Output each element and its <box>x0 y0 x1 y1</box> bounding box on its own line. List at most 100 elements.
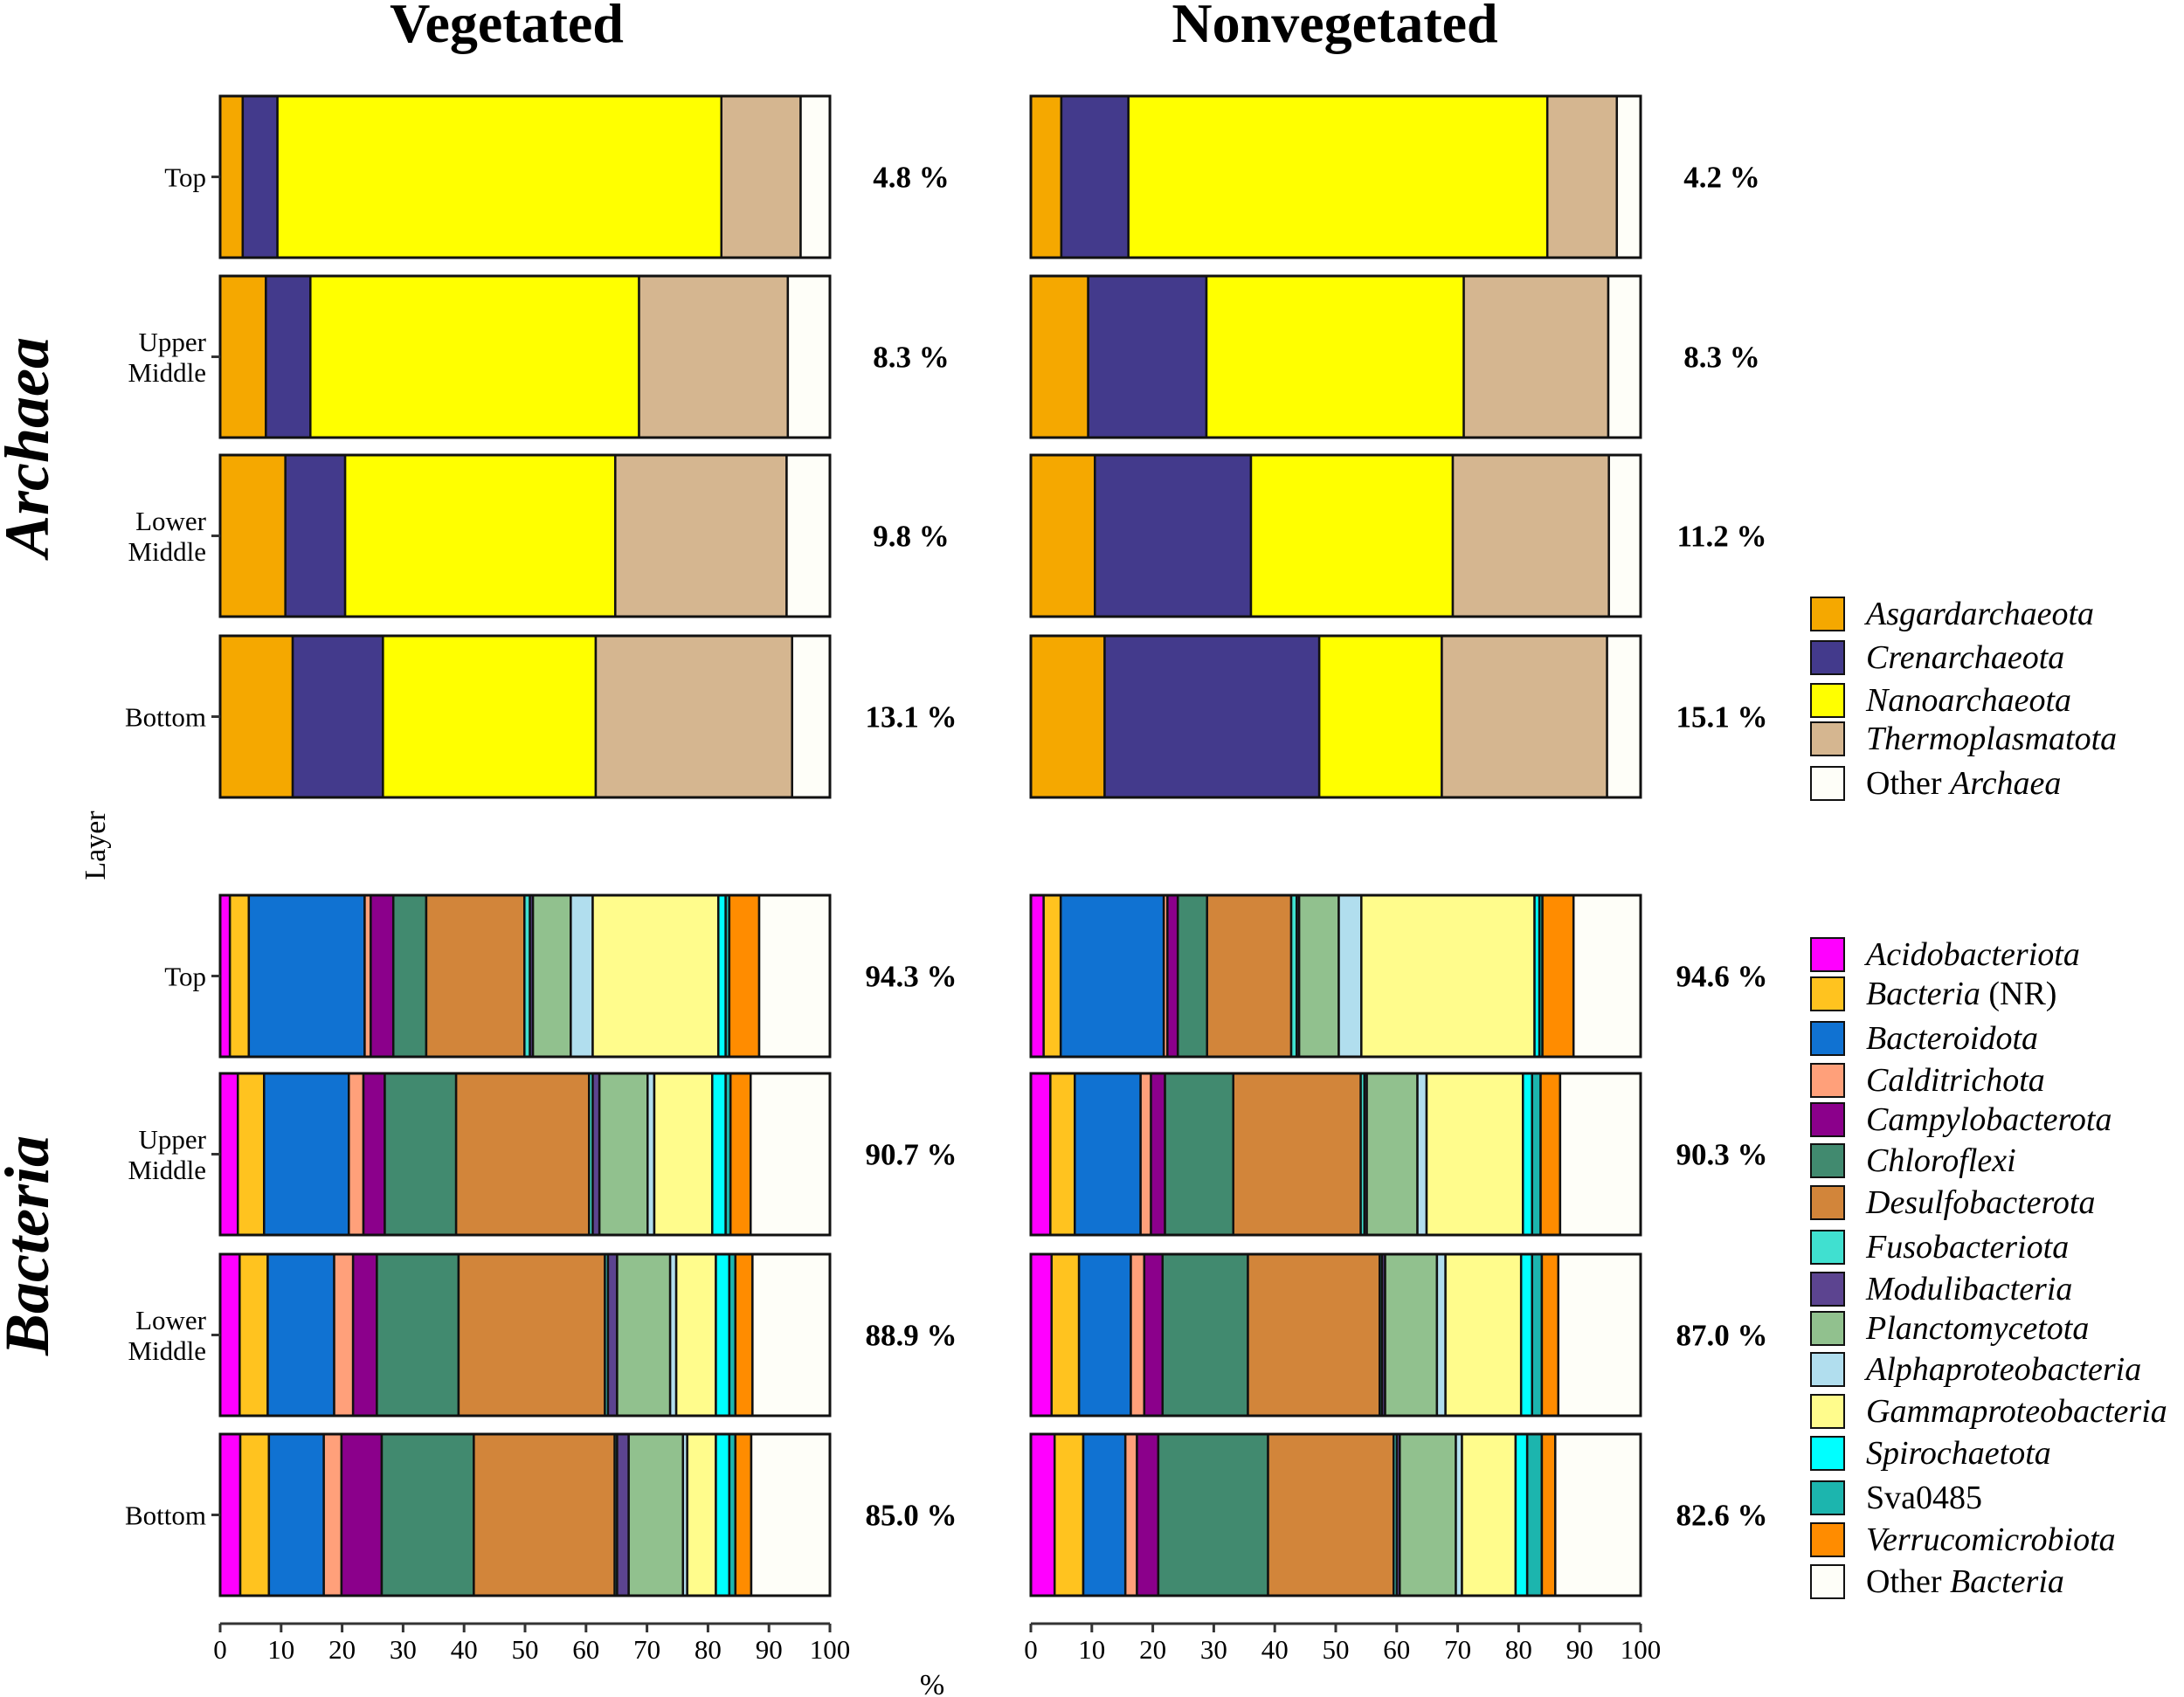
layer-label-line: Middle <box>128 536 206 567</box>
legend-swatch <box>1810 1230 1845 1265</box>
bar-segment-desulfobacterota <box>454 1072 591 1237</box>
bar-segment-campylobacterota <box>340 1432 384 1597</box>
x-tick-label: 80 <box>1505 1634 1532 1665</box>
bar-segment-verrucomicrobiota <box>1540 1252 1560 1418</box>
legend-swatch <box>1810 1021 1845 1056</box>
legend-label-part: Nanoarchaeota <box>1865 682 2071 719</box>
bar-segment-crenarchaeota <box>1060 94 1130 259</box>
bar-segment-acidobacteriota <box>218 1252 241 1418</box>
bar-segment-calditrichota <box>348 1072 365 1237</box>
bar-segment-other-bacteria <box>1572 893 1642 1059</box>
layer-label-line: Upper <box>139 327 207 357</box>
bar-segment-thermoplasmatota <box>1545 94 1619 259</box>
bar-segment-other-bacteria <box>1559 1072 1642 1237</box>
panel-title-vegetated: Vegetated <box>390 0 624 54</box>
bar-segment-crenarchaeota <box>1094 453 1253 618</box>
x-tick-label: 70 <box>1444 1634 1471 1665</box>
bar-segment-gammaproteobacteria <box>1444 1252 1523 1418</box>
legend-label-part: Spirochaetota <box>1866 1435 2051 1472</box>
bar-segment-campylobacterota <box>362 1072 386 1237</box>
bar-segment-chloroflexi <box>376 1252 460 1418</box>
bar-segment-thermoplasmatota <box>720 94 802 259</box>
bar-segment-alphaproteobacteria <box>1416 1072 1428 1237</box>
bar-segment-chloroflexi <box>1164 1072 1234 1237</box>
bar-segment-verrucomicrobiota <box>1541 893 1575 1059</box>
x-tick-label: 30 <box>390 1634 417 1665</box>
legend-label: Planctomycetota <box>1865 1310 2089 1347</box>
bar-segment-bacteria-nr- <box>238 1432 271 1597</box>
layer-label: Bottom <box>125 702 206 733</box>
bar-segment-alphaproteobacteria <box>1337 893 1363 1059</box>
bar-segment-verrucomicrobiota <box>1539 1072 1562 1237</box>
bar-segment-calditrichota <box>1139 1072 1152 1237</box>
bar-segment-thermoplasmatota <box>638 274 790 439</box>
legend-label-part: Campylobacterota <box>1866 1101 2111 1138</box>
x-tick-label: 60 <box>572 1634 599 1665</box>
legend-label-part: Fusobacteriota <box>1865 1229 2069 1266</box>
layer-label: Lower Middle <box>128 506 206 567</box>
bar-segment-alphaproteobacteria <box>1435 1252 1447 1418</box>
bar-outline <box>1029 1432 1642 1597</box>
legend-label-part: Bacteroidota <box>1866 1020 2038 1057</box>
legend-label: Gammaproteobacteria <box>1866 1393 2167 1430</box>
bar-segment-bacteroidota <box>247 893 366 1059</box>
legend-swatch <box>1810 1063 1845 1098</box>
layer-label: Top <box>164 162 206 193</box>
bar-segment-acidobacteriota <box>1029 1252 1053 1418</box>
bar-segment-gammaproteobacteria <box>1461 1432 1517 1597</box>
x-tick-label: 20 <box>328 1634 356 1665</box>
bar-segment-planctomycetota <box>1399 1432 1457 1597</box>
layer-label-line: Bottom <box>125 1500 206 1531</box>
bar-segment-crenarchaeota <box>1103 634 1321 799</box>
bar-segment-other-archaea <box>791 634 832 799</box>
bar-segment-crenarchaeota <box>241 94 279 259</box>
percent-label: 88.9 % <box>866 1319 957 1353</box>
bar-segment-modulibacteria <box>616 1432 630 1597</box>
bar-segment-asgardarchaeota <box>218 453 287 618</box>
bar-segment-other-bacteria <box>751 1252 832 1418</box>
legend-label: Other Archaea <box>1866 765 2061 802</box>
layer-label: Upper Middle <box>128 327 206 388</box>
legend-label: Modulibacteria <box>1865 1271 2072 1307</box>
bar-segment-acidobacteriota <box>1029 893 1045 1059</box>
bar-segment-other-archaea <box>1606 634 1642 799</box>
x-tick-label: 90 <box>756 1634 783 1665</box>
legend-label: Campylobacterota <box>1866 1101 2111 1138</box>
bar-segment-bacteroidota <box>263 1072 350 1237</box>
x-tick-label: 40 <box>1261 1634 1289 1665</box>
bar-segment-verrucomicrobiota <box>734 1432 753 1597</box>
x-tick-label: 10 <box>267 1634 294 1665</box>
legend-label: Bacteroidota <box>1866 1020 2038 1057</box>
layer-label-line: Middle <box>128 1335 206 1366</box>
percent-label: 85.0 % <box>866 1499 957 1533</box>
bar-segment-campylobacterota <box>370 893 395 1059</box>
bar-segment-gammaproteobacteria <box>686 1432 717 1597</box>
x-tick-label: 80 <box>695 1634 722 1665</box>
x-axis-label: % <box>920 1669 944 1697</box>
bar-segment-chloroflexi <box>1157 1432 1269 1597</box>
legend-label-part: Asgardarchaeota <box>1863 596 2094 632</box>
bar-segment-other-archaea <box>1607 274 1642 439</box>
bar-segment-bacteroidota <box>1059 893 1165 1059</box>
legend-label-part: Crenarchaeota <box>1866 639 2064 676</box>
bar-segment-gammaproteobacteria <box>674 1252 717 1418</box>
bar-segment-gammaproteobacteria <box>1425 1072 1524 1237</box>
percent-label: 9.8 % <box>873 520 950 554</box>
layer-label: Bottom <box>125 1500 206 1531</box>
x-tick-label: 50 <box>512 1634 539 1665</box>
bar-segment-verrucomicrobiota <box>1540 1432 1557 1597</box>
legend-swatch <box>1810 721 1845 756</box>
bar-segment-spirochaetota <box>715 1252 731 1418</box>
bar-segment-nanoarchaeota <box>343 453 617 618</box>
bar-segment-sva0485 <box>1525 1432 1544 1597</box>
bar-segment-desulfobacterota <box>1267 1432 1395 1597</box>
legend-swatch <box>1810 1352 1845 1387</box>
layer-label-line: Bottom <box>125 702 206 733</box>
legend-label-part: Verrucomicrobiota <box>1866 1521 2116 1558</box>
bar-segment-desulfobacterota <box>457 1252 606 1418</box>
legend-label-part: Bacteria <box>1866 976 1980 1012</box>
group-label-archaea: Archaea <box>0 337 62 561</box>
legend-label-part: Acidobacteriota <box>1863 936 2080 973</box>
bar-segment-thermoplasmatota <box>594 634 793 799</box>
x-tick-label: 100 <box>1621 1634 1662 1665</box>
